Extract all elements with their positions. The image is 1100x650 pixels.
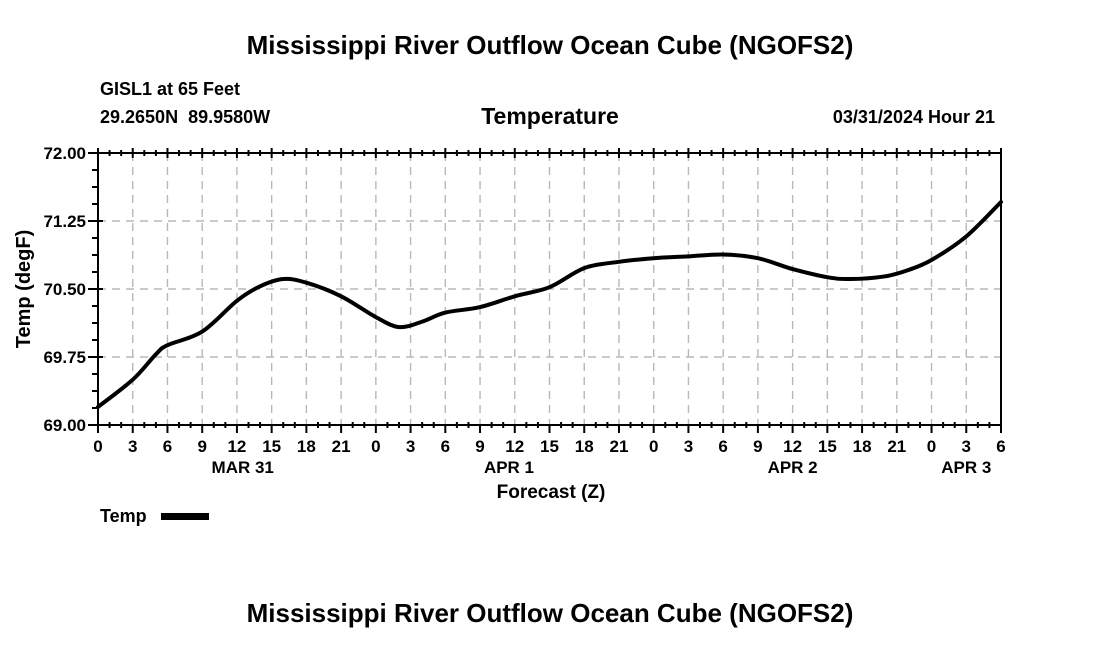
x-tick-label: 9 <box>753 437 762 456</box>
x-tick-label: 21 <box>887 437 906 456</box>
x-tick-label: 6 <box>441 437 450 456</box>
station-label: GISL1 at 65 Feet <box>100 79 241 99</box>
y-tick-label: 71.25 <box>43 212 86 231</box>
plot-title: Temperature <box>481 103 619 129</box>
model-run-time-label: 03/31/2024 Hour 21 <box>832 107 995 127</box>
x-tick-label: 3 <box>962 437 971 456</box>
coordinates-label: 29.2650N 89.9580W <box>100 107 271 127</box>
x-tick-label: 6 <box>718 437 727 456</box>
x-tick-label: 12 <box>783 437 802 456</box>
x-tick-label: 9 <box>475 437 484 456</box>
x-tick-label: 12 <box>227 437 246 456</box>
x-tick-label: 3 <box>128 437 137 456</box>
x-tick-label: 3 <box>684 437 693 456</box>
temp-line-series <box>96 200 1003 409</box>
x-tick-labels: 0 3 6 9 12 15 18 21 0 3 6 9 12 15 18 21 0 3 6 9 12 15 18 21 0 3 6 <box>93 437 1005 456</box>
x-tick-label: 18 <box>575 437 594 456</box>
day-label: APR 2 <box>768 458 818 477</box>
x-tick-label: 9 <box>197 437 206 456</box>
x-tick-label: 0 <box>649 437 658 456</box>
grid-lines <box>98 153 1001 425</box>
y-axis-title: Temp (degF) <box>13 230 35 349</box>
x-tick-label: 15 <box>818 437 837 456</box>
x-tick-label: 15 <box>262 437 281 456</box>
legend-label: Temp <box>100 505 147 526</box>
y-tick-label: 69.00 <box>43 416 86 435</box>
x-tick-label: 15 <box>540 437 559 456</box>
x-tick-label: 6 <box>163 437 172 456</box>
page-title-bottom: Mississippi River Outflow Ocean Cube (NG… <box>246 598 854 628</box>
x-axis-title: Forecast (Z) <box>497 482 606 503</box>
y-tick-label: 69.75 <box>43 348 86 367</box>
legend: Temp <box>100 506 209 526</box>
day-label: MAR 31 <box>212 458 274 477</box>
y-tick-label: 72.00 <box>43 144 86 163</box>
temp-line <box>96 200 1003 409</box>
day-labels: MAR 31 APR 1 APR 2 APR 3 <box>212 458 992 477</box>
x-tick-label: 12 <box>505 437 524 456</box>
legend-line-swatch <box>160 512 209 520</box>
x-tick-label: 0 <box>93 437 102 456</box>
x-tick-label: 21 <box>332 437 351 456</box>
x-tick-label: 0 <box>927 437 936 456</box>
y-tick-labels: 69.00 69.75 70.50 71.25 72.00 <box>43 144 86 435</box>
x-tick-label: 21 <box>610 437 629 456</box>
x-tick-label: 18 <box>853 437 872 456</box>
axis-ticks <box>88 148 1002 433</box>
x-tick-label: 18 <box>297 437 316 456</box>
page-title-top: Mississippi River Outflow Ocean Cube (NG… <box>246 30 854 60</box>
x-tick-label: 0 <box>371 437 380 456</box>
x-tick-label: 6 <box>996 437 1005 456</box>
x-tick-label: 3 <box>406 437 415 456</box>
day-label: APR 1 <box>484 458 534 477</box>
y-tick-label: 70.50 <box>43 280 86 299</box>
day-label: APR 3 <box>941 458 991 477</box>
